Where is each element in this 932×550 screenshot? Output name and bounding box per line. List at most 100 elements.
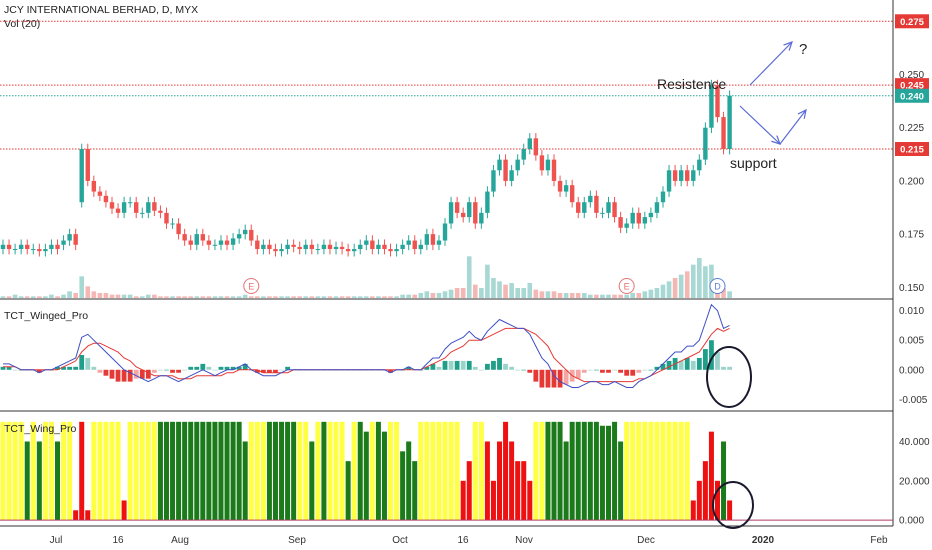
arrow-up [749, 41, 793, 86]
volume-bar [503, 284, 508, 298]
volume-bar [351, 296, 357, 298]
wing-bar [381, 431, 387, 521]
volume-bar [103, 293, 109, 298]
wing-bar [400, 451, 406, 521]
histogram-bar [279, 369, 284, 371]
histogram-bar [212, 369, 218, 371]
volume-bar [412, 294, 418, 298]
candle-body [285, 244, 290, 250]
event-marker-label: E [248, 282, 254, 292]
histogram-bar [424, 366, 430, 370]
candle-body [315, 249, 321, 251]
candle-body [176, 223, 181, 235]
winged-y-tick: 0.000 [899, 365, 924, 376]
volume-bar [200, 296, 206, 298]
winged-y-tick: 0.005 [899, 336, 924, 347]
volume-bar [430, 293, 436, 298]
volume-bar [170, 296, 175, 298]
volume-bar [273, 296, 278, 298]
wing-bar [266, 421, 272, 521]
histogram-bar [442, 360, 448, 370]
wing-y-tick: 20.000 [899, 476, 930, 487]
histogram-bar [539, 369, 545, 388]
volume-bar [557, 293, 563, 298]
wing-bar [79, 421, 85, 521]
volume-bar [30, 296, 36, 298]
candle-body [576, 202, 581, 213]
candle-body [370, 240, 375, 250]
candle-body [297, 246, 302, 250]
candle-body [467, 202, 472, 218]
histogram-bar [478, 369, 484, 371]
candle-body [636, 212, 641, 224]
histogram-bar [436, 366, 442, 370]
candle-body [509, 170, 514, 181]
candle-body [351, 249, 357, 252]
histogram-bar [557, 369, 563, 388]
candle-body [594, 195, 599, 213]
volume-bar [545, 291, 551, 298]
candle-body [612, 202, 617, 218]
volume-bar [55, 296, 60, 298]
wing-bar [521, 461, 527, 521]
candle-body [630, 212, 635, 224]
histogram-bar [485, 363, 490, 370]
wing-bar [73, 510, 79, 521]
wing-y-tick: 0.000 [899, 516, 924, 527]
volume-bar [636, 293, 642, 298]
candle-body [273, 249, 278, 252]
wing-bar [176, 421, 182, 521]
candle-body [491, 170, 496, 192]
volume-bar [248, 296, 254, 298]
wing-bar [375, 421, 381, 521]
wing-bar [394, 421, 400, 521]
wing-bar [91, 421, 97, 521]
candle-body [243, 229, 248, 235]
volume-bar [279, 296, 284, 298]
wing-bar [139, 421, 145, 521]
candle-body [394, 249, 399, 252]
candle-body [721, 117, 726, 149]
wing-bar [321, 421, 327, 521]
histogram-bar [666, 360, 672, 370]
volume-bar [24, 296, 30, 298]
histogram-bar [67, 366, 73, 370]
wing-bar [145, 421, 151, 521]
x-tick: 2020 [752, 535, 775, 546]
price-level-badge [895, 88, 929, 103]
wing-bar [30, 421, 36, 521]
wing-bar [503, 421, 509, 521]
wing-bar [509, 441, 515, 521]
histogram-bar [684, 357, 690, 370]
histogram-bar [151, 369, 157, 373]
wing-bar [218, 421, 224, 521]
volume-bar [491, 278, 496, 298]
histogram-bar [188, 366, 194, 370]
wing-bar [260, 421, 266, 521]
histogram-bar [133, 369, 139, 379]
candle-body [703, 127, 708, 160]
candle-body [448, 202, 454, 224]
wing-panel [0, 421, 893, 521]
volume-bar [230, 296, 236, 298]
volume-bar [194, 296, 200, 298]
volume-bar [485, 264, 490, 298]
histogram-bar [91, 366, 97, 370]
winged-panel-title: TCT_Winged_Pro [4, 310, 88, 322]
price-y-tick: 0.175 [899, 230, 924, 241]
wing-bar [599, 425, 605, 521]
candle-body [436, 240, 442, 245]
wing-bar [363, 431, 369, 521]
wing-bar [357, 421, 363, 521]
wing-bar [182, 421, 188, 521]
wing-bar [333, 421, 339, 521]
candle-body [709, 85, 714, 128]
volume-bar [121, 294, 127, 298]
wing-bar [206, 421, 212, 521]
volume-bar [291, 296, 296, 298]
volume-bar [448, 289, 454, 298]
candle-body [164, 212, 169, 224]
event-marker-label: E [624, 282, 630, 292]
candle-body [182, 234, 187, 241]
volume-bar [176, 296, 181, 298]
